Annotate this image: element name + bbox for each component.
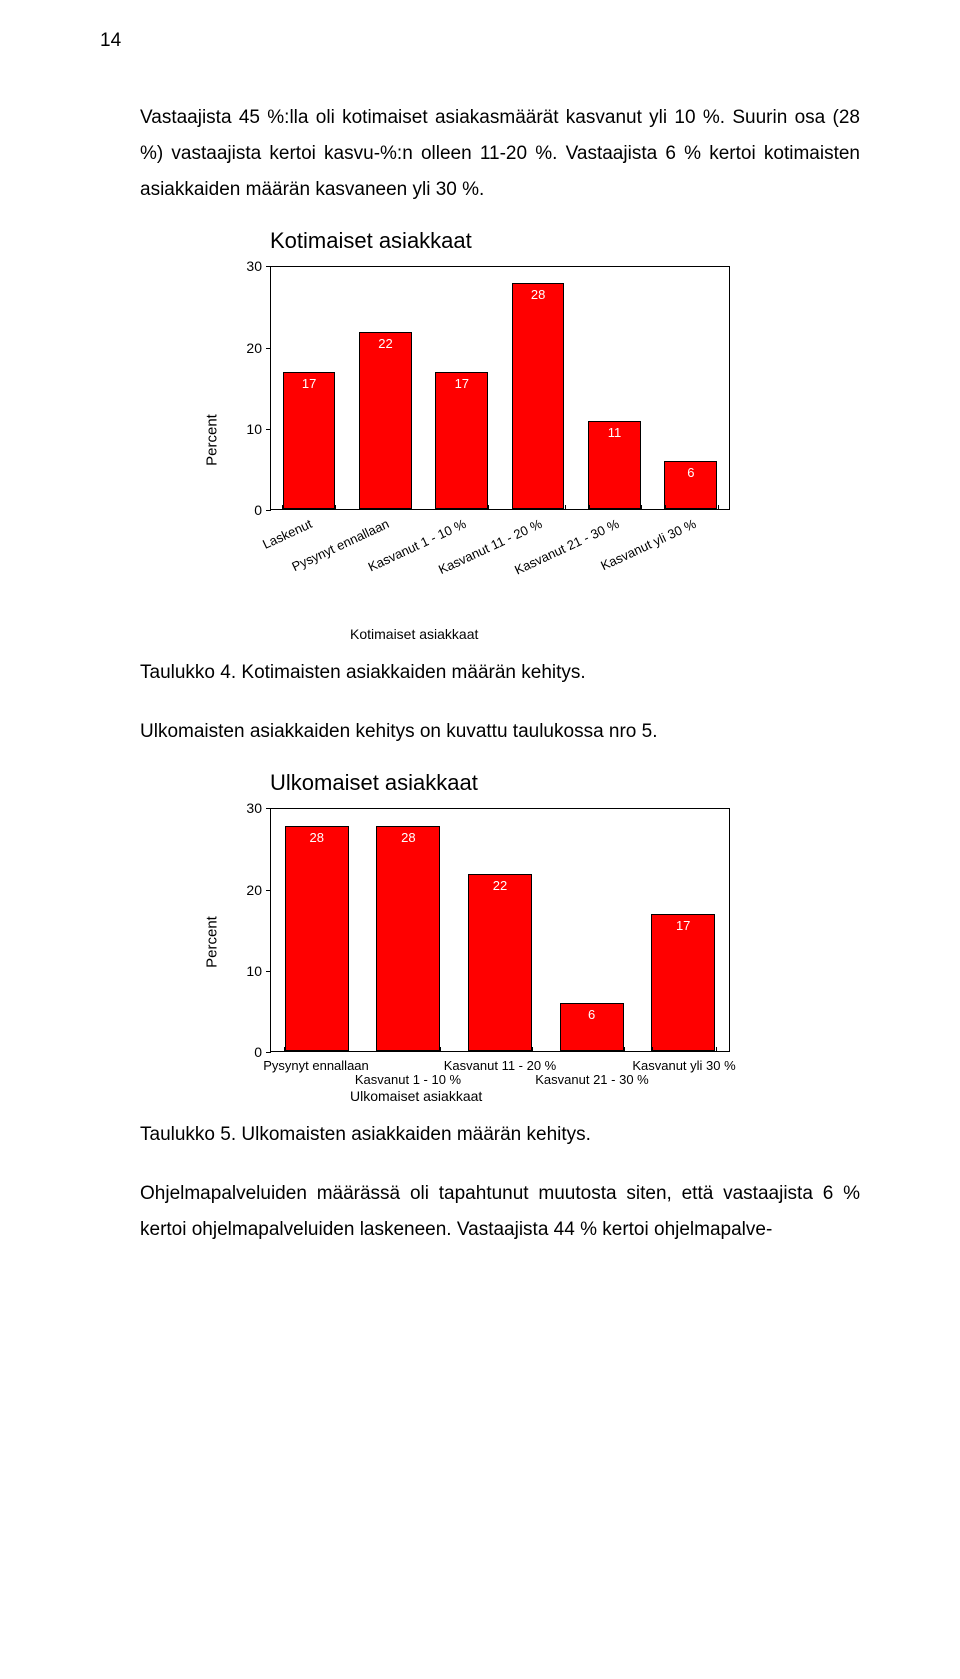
chart2-y-axis: 0102030	[220, 808, 266, 1052]
y-tick-label: 30	[246, 258, 262, 274]
bar: 6	[560, 1003, 624, 1051]
bar: 17	[435, 372, 488, 509]
bar-value: 28	[286, 830, 348, 845]
paragraph-2: Ulkomaisten asiakkaiden kehitys on kuvat…	[140, 714, 860, 750]
x-tick-label: Kasvanut yli 30 %	[632, 1058, 735, 1073]
bar-value: 28	[377, 830, 439, 845]
chart1-sublabel: Kotimaiset asiakkaat	[350, 626, 740, 642]
chart-kotimaiset: Kotimaiset asiakkaat Percent 0102030 172…	[220, 228, 740, 642]
chart1-y-axis: 0102030	[220, 266, 266, 510]
page: 14 Vastaajista 45 %:lla oli kotimaiset a…	[0, 0, 960, 1679]
bar: 6	[664, 461, 717, 509]
bar-value: 6	[561, 1007, 623, 1022]
y-tick-label: 20	[246, 340, 262, 356]
bar: 28	[512, 283, 565, 509]
paragraph-1: Vastaajista 45 %:lla oli kotimaiset asia…	[140, 100, 860, 208]
chart2-plot: 28 28 22 6 17	[270, 808, 730, 1052]
chart2-x-axis: Pysynyt ennallaanKasvanut 1 - 10 %Kasvan…	[270, 1052, 730, 1082]
chart2-bars: 28 28 22 6 17	[271, 809, 729, 1051]
chart1-bars: 17 22 17 28 11 6	[271, 267, 729, 509]
bar-value: 22	[469, 878, 531, 893]
bar-value: 17	[436, 376, 487, 391]
y-tick-label: 10	[246, 963, 262, 979]
chart-ulkomaiset: Ulkomaiset asiakkaat Percent 0102030 282…	[220, 770, 740, 1104]
caption-2: Taulukko 5. Ulkomaisten asiakkaiden määr…	[140, 1124, 860, 1146]
y-tick-label: 20	[246, 882, 262, 898]
chart1-x-axis: LaskenutPysynyt ennallaanKasvanut 1 - 10…	[270, 510, 730, 620]
x-tick-label: Kasvanut 11 - 20 %	[444, 1058, 557, 1073]
bar-value: 11	[589, 425, 640, 440]
paragraph-3: Ohjelmapalveluiden määrässä oli tapahtun…	[140, 1176, 860, 1248]
bar: 17	[283, 372, 336, 509]
x-tick-label: Pysynyt ennallaan	[263, 1058, 369, 1073]
x-tick-label: Kasvanut 1 - 10 %	[355, 1072, 461, 1087]
chart1-y-label: Percent	[204, 414, 221, 466]
y-tick-label: 10	[246, 421, 262, 437]
bar: 17	[651, 914, 715, 1051]
chart2-title: Ulkomaiset asiakkaat	[270, 770, 740, 796]
chart2-y-label: Percent	[204, 917, 221, 969]
bar-value: 17	[652, 918, 714, 933]
y-tick-label: 0	[254, 502, 262, 518]
bar: 11	[588, 421, 641, 510]
bar: 28	[376, 826, 440, 1052]
y-tick-label: 0	[254, 1044, 262, 1060]
chart1-plot: 17 22 17 28 11 6	[270, 266, 730, 510]
bar: 22	[468, 874, 532, 1051]
caption-1: Taulukko 4. Kotimaisten asiakkaiden määr…	[140, 662, 860, 684]
x-tick-label: Kasvanut 21 - 30 %	[535, 1072, 648, 1087]
x-tick-label: Laskenut	[261, 516, 315, 552]
bar-value: 17	[284, 376, 335, 391]
chart1-title: Kotimaiset asiakkaat	[270, 228, 740, 254]
bar-value: 22	[360, 336, 411, 351]
bar-value: 6	[665, 465, 716, 480]
chart2-area: Percent 0102030 282822617 Pysynyt ennall…	[220, 802, 740, 1082]
chart2-sublabel: Ulkomaiset asiakkaat	[350, 1088, 740, 1104]
bar: 22	[359, 332, 412, 509]
y-tick-label: 30	[246, 800, 262, 816]
page-number: 14	[100, 30, 121, 52]
bar: 28	[285, 826, 349, 1052]
chart1-area: Percent 0102030 17221728116 LaskenutPysy…	[220, 260, 740, 620]
bar-value: 28	[513, 287, 564, 302]
